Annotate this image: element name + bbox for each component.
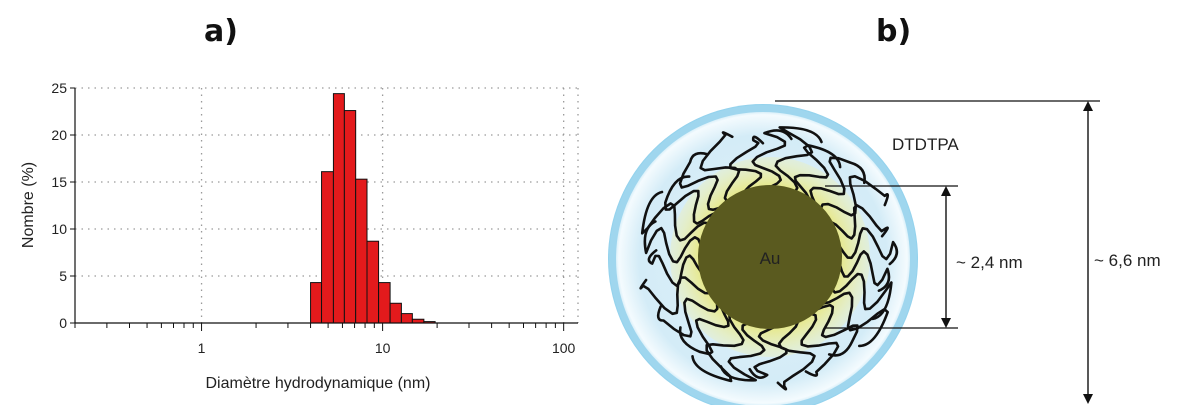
ligand-chain xyxy=(776,319,816,391)
ligand-chain xyxy=(729,135,765,194)
panel-label-b: b) xyxy=(876,14,912,49)
panel-label-a: a) xyxy=(204,14,238,49)
ligand-chain xyxy=(678,151,722,212)
ligand-chain xyxy=(664,175,718,225)
ligand-chain xyxy=(819,175,890,217)
y-tick-label: 15 xyxy=(51,174,67,190)
y-tick-label: 0 xyxy=(59,315,67,331)
core-label: Au xyxy=(760,249,781,268)
ligand-chain xyxy=(640,190,710,242)
ligand-chain xyxy=(820,291,889,348)
ligand-chain xyxy=(678,305,730,356)
x-tick-label: 100 xyxy=(552,340,576,356)
ligand-chain xyxy=(647,249,704,288)
ligand-chains xyxy=(639,126,899,391)
shell-outer-ring xyxy=(610,106,916,405)
y-tick-label: 10 xyxy=(51,221,67,237)
y-tick-label: 20 xyxy=(51,127,67,143)
ligand-chain xyxy=(699,131,741,203)
ligand-chain xyxy=(838,250,891,292)
total-dim-arrowhead-down xyxy=(1083,394,1093,404)
y-tick-label: 25 xyxy=(51,80,67,96)
ligand-chain xyxy=(639,276,712,316)
ligand-chain xyxy=(829,203,889,240)
core-dim-arrowhead-down xyxy=(941,318,951,328)
ligand-chain xyxy=(815,303,859,357)
core-dim-arrowhead-up xyxy=(941,186,951,196)
core-size-label: ~ 2,4 nm xyxy=(956,253,1023,272)
chart-ticks: 0 5 10 15 20 25 1 10 100 xyxy=(51,80,575,356)
ligand-chain xyxy=(830,272,893,321)
ligand-chain xyxy=(800,312,840,377)
ligand-chain xyxy=(748,325,788,379)
y-tick-label: 5 xyxy=(59,268,67,284)
ligand-chain xyxy=(837,227,899,266)
y-axis-title: Nombre (%) xyxy=(20,162,37,248)
ligand-chain xyxy=(809,156,866,205)
shell-label: DTDTPA xyxy=(892,135,959,154)
total-dim-arrowhead-up xyxy=(1083,101,1093,111)
chart-bars xyxy=(310,93,436,324)
x-tick-label: 10 xyxy=(375,340,391,356)
ligand-chain xyxy=(656,297,719,338)
x-axis-title: Diamètre hydrodynamique (nm) xyxy=(206,375,431,392)
chart-axes xyxy=(74,88,578,324)
x-tick-label: 1 xyxy=(198,340,206,356)
ligand-chain xyxy=(751,129,793,189)
ligand-chain xyxy=(691,312,745,383)
gold-core xyxy=(698,185,842,329)
total-size-label: ~ 6,6 nm xyxy=(1094,251,1161,270)
ligand-chain xyxy=(774,126,823,193)
